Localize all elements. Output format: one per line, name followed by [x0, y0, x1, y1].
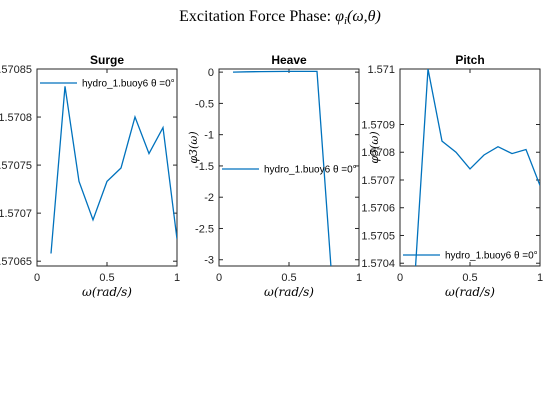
chart-pitch: Pitch 0 0.5 1 1.571 1.5709 1.5708 1.5707 1.5706 1… [361, 53, 543, 299]
x-axis-label: ω(rad/s) [445, 285, 495, 299]
y-tick-label: 1.5705 [361, 230, 395, 242]
y-axis-label: φ5(ω) [368, 131, 381, 163]
y-tick-label: -1.5 [195, 161, 214, 173]
x-tick-label: 0.5 [281, 272, 296, 284]
legend-label: hydro_1.buoy6 θ =0° [82, 79, 175, 90]
x-tick-label: 0.5 [99, 272, 114, 284]
plot-area [218, 68, 360, 267]
y-tick-label: 0 [208, 67, 214, 79]
series-line [232, 70, 359, 266]
legend-label: hydro_1.buoy6 θ =0° [264, 165, 357, 176]
chart-title: Pitch [455, 53, 484, 67]
x-tick-label: 1 [356, 272, 362, 284]
y-tick-label: 1.5704 [361, 258, 395, 270]
chart-title: Heave [271, 53, 307, 67]
figure-title: Excitation Force Phase: φi(ω,θ) [179, 8, 381, 27]
y-tick-label: 1.57065 [0, 256, 32, 268]
x-tick-label: 0 [216, 272, 222, 284]
series-line [414, 69, 540, 266]
y-tick-label: 1.5707 [361, 175, 395, 187]
y-tick-label: 1.5706 [361, 203, 395, 215]
y-tick-label: 1.5708 [361, 147, 395, 159]
y-tick-label: 1.5708 [0, 112, 32, 124]
x-tick-label: 1 [174, 272, 180, 284]
y-tick-label: 1.571 [367, 64, 395, 76]
chart-title: Surge [90, 53, 124, 67]
y-axis-label: φ3(ω) [187, 131, 200, 163]
y-tick-label: -0.5 [195, 98, 214, 110]
plot-area [36, 68, 178, 267]
y-tick-label: 1.5707 [0, 208, 32, 220]
chart-heave: Heave 0 0.5 1 0 -0.5 -1 -1.5 -2 -2.5 -3 ω(rad/s) φ3(… [187, 53, 362, 299]
plot-area [399, 68, 541, 267]
x-tick-label: 0 [397, 272, 403, 284]
y-tick-label: 1.5709 [361, 119, 395, 131]
x-tick-label: 0.5 [462, 272, 477, 284]
x-axis-label: ω(rad/s) [264, 285, 314, 299]
legend-label: hydro_1.buoy6 θ =0° [445, 251, 538, 262]
y-tick-label: 1.57075 [0, 160, 32, 172]
x-tick-label: 1 [537, 272, 543, 284]
y-tick-label: -1 [204, 130, 214, 142]
y-tick-label: -2 [204, 192, 214, 204]
series-line [50, 86, 177, 254]
y-tick-label: -3 [204, 255, 214, 267]
x-tick-label: 0 [34, 272, 40, 284]
y-tick-label: -2.5 [195, 223, 214, 235]
x-axis-label: ω(rad/s) [82, 285, 132, 299]
y-tick-label: 1.57085 [0, 64, 32, 76]
chart-surge: Surge 0 0.5 1 1.57085 1.5708 1.57075 1.5707 1.57… [0, 53, 180, 299]
